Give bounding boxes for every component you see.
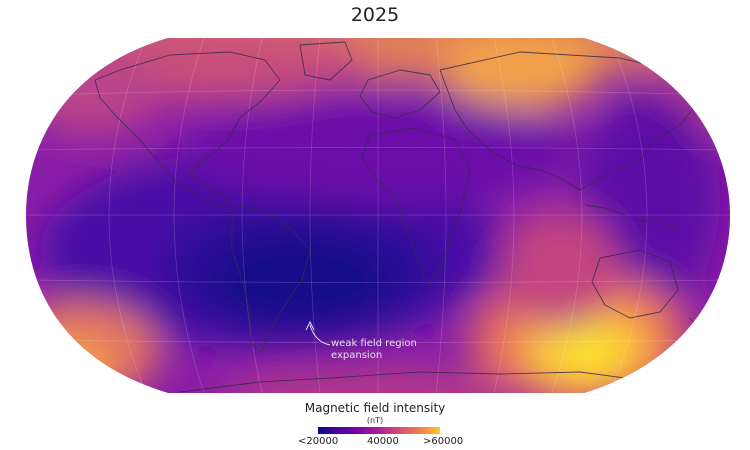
- annotation-line-2: expansion: [331, 350, 383, 361]
- world-map: [26, 38, 730, 393]
- colorbar: [318, 427, 440, 434]
- map-title: 2025: [350, 4, 400, 26]
- annotation-text: weak field region expansion: [331, 338, 417, 362]
- legend-unit: (nT): [366, 416, 384, 425]
- colorbar-tick-high: >60000: [423, 436, 464, 447]
- colorbar-tick-low: <20000: [298, 436, 339, 447]
- colorbar-tick-mid: 40000: [367, 436, 399, 447]
- annotation-line-1: weak field region: [331, 338, 417, 349]
- legend-title: Magnetic field intensity: [304, 401, 446, 415]
